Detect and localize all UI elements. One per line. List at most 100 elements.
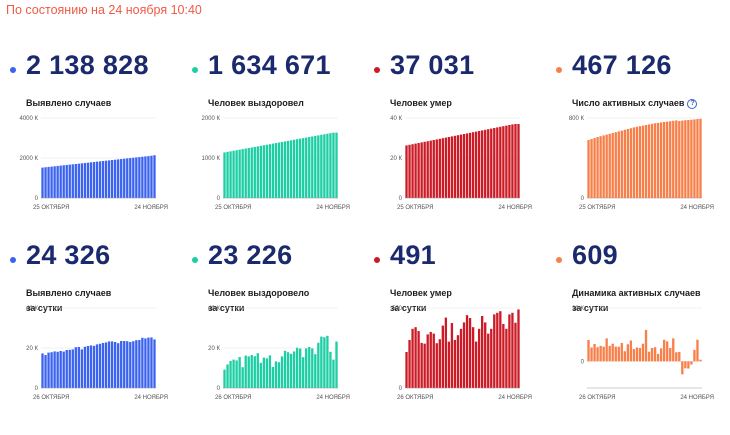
- stat-card-recovered: 1 634 671 Человек выздоровел 0 1000 К 2000…: [186, 0, 364, 211]
- bar: [650, 348, 654, 362]
- bar: [641, 343, 645, 362]
- bar: [641, 125, 645, 198]
- bar: [481, 130, 484, 198]
- y-tick-label: 0: [35, 196, 39, 202]
- bar: [672, 120, 675, 198]
- bar: [308, 347, 311, 388]
- x-tick-label-start: 26 ОКТЯБРЯ: [397, 395, 434, 401]
- bar: [65, 164, 68, 198]
- bar: [681, 120, 684, 198]
- y-tick-label: 2000 К: [201, 116, 220, 122]
- bar: [280, 356, 284, 388]
- chart-daily-cases: 0 20 К 40 К 26 ОКТЯБРЯ 24 НОЯБРЯ: [26, 306, 168, 401]
- bar: [587, 340, 590, 362]
- bar: [420, 142, 423, 198]
- bar: [408, 144, 411, 198]
- bar: [126, 158, 129, 198]
- bar: [89, 345, 93, 388]
- bar: [277, 362, 281, 388]
- bar: [59, 165, 62, 198]
- bar: [672, 338, 675, 362]
- bar: [283, 141, 287, 198]
- bar: [104, 160, 108, 198]
- stat-label: Выявлено случаев: [26, 98, 112, 108]
- bar: [511, 124, 514, 198]
- bar: [62, 351, 65, 388]
- bar: [596, 347, 599, 362]
- x-tick-label-end: 24 НОЯБРЯ: [134, 205, 168, 211]
- bar: [599, 136, 602, 198]
- bar: [438, 339, 441, 388]
- bar: [86, 162, 90, 198]
- question-circle-icon[interactable]: ?: [687, 99, 698, 109]
- bar: [71, 164, 74, 198]
- bar: [68, 349, 71, 388]
- y-tick-label: 0: [581, 359, 585, 365]
- y-tick-label: 0: [217, 386, 221, 392]
- bar: [699, 359, 702, 362]
- bar: [138, 157, 141, 198]
- bar: [101, 161, 105, 198]
- bar: [104, 342, 108, 388]
- bar: [98, 161, 102, 198]
- bar: [496, 312, 499, 388]
- bar: [663, 122, 666, 198]
- bar: [659, 348, 663, 362]
- bar: [656, 122, 660, 198]
- bar: [477, 131, 481, 198]
- bar: [274, 143, 278, 198]
- bar: [320, 336, 323, 388]
- y-tick-label: 40 К: [26, 306, 38, 312]
- bar: [123, 341, 126, 388]
- bar: [471, 327, 475, 388]
- bar: [292, 351, 296, 388]
- bar: [77, 163, 80, 198]
- bar: [244, 148, 247, 198]
- bar: [669, 121, 672, 198]
- bar: [602, 135, 605, 198]
- bar: [465, 133, 469, 198]
- bar: [110, 160, 114, 198]
- bar: [311, 136, 314, 198]
- bar: [656, 353, 660, 362]
- y-tick-label: 4000 К: [19, 116, 38, 122]
- bar: [150, 337, 153, 388]
- stat-value: 24 326: [26, 240, 111, 270]
- bar: [289, 140, 293, 198]
- y-tick-label: 40 К: [208, 306, 220, 312]
- bar: [653, 347, 657, 362]
- x-tick-label-end: 24 НОЯБРЯ: [316, 395, 350, 401]
- bar: [420, 342, 423, 388]
- bar: [644, 125, 648, 198]
- bar: [83, 162, 87, 198]
- bar: [453, 340, 457, 388]
- bar: [426, 141, 429, 198]
- bar: [435, 343, 438, 388]
- bar: [44, 355, 47, 388]
- legend-dot: [556, 257, 562, 263]
- bar: [678, 121, 681, 198]
- bar: [647, 124, 651, 198]
- bar: [444, 317, 448, 388]
- bar: [423, 141, 426, 198]
- bar: [320, 134, 323, 198]
- bar: [226, 151, 229, 198]
- stat-label: Число активных случаев?: [572, 96, 698, 111]
- x-tick-label-start: 25 ОКТЯБРЯ: [579, 205, 616, 211]
- stat-label: Человек умер: [390, 98, 452, 108]
- x-tick-label-end: 24 НОЯБРЯ: [316, 205, 350, 211]
- bar: [141, 156, 144, 198]
- legend-dot: [374, 257, 380, 263]
- bar: [335, 341, 338, 388]
- bar: [317, 135, 320, 198]
- bar: [405, 352, 408, 388]
- bar: [450, 136, 454, 198]
- bar: [247, 356, 250, 388]
- bar: [314, 354, 317, 388]
- bar: [617, 346, 620, 362]
- bar: [587, 140, 590, 198]
- bar: [256, 146, 259, 198]
- bar: [241, 367, 244, 388]
- bar: [471, 132, 475, 198]
